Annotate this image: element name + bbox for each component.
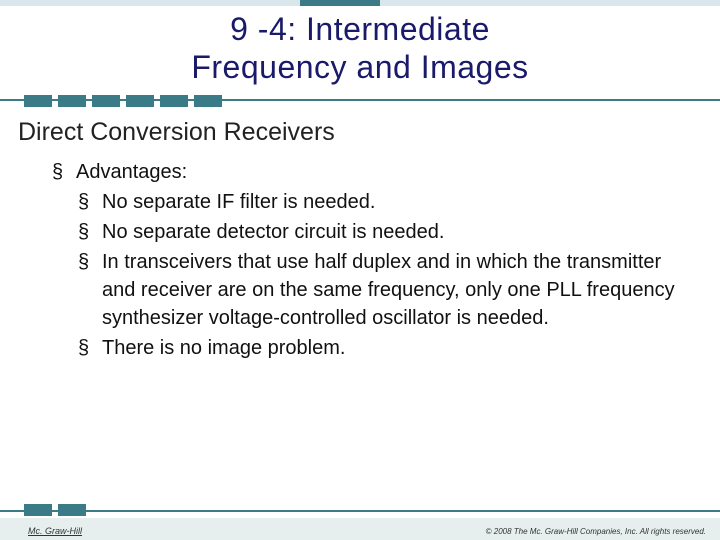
bullet-item: There is no image problem. [78, 334, 690, 362]
bullet-text: No separate detector circuit is needed. [102, 221, 444, 243]
accent-box [58, 95, 86, 107]
accent-box [24, 95, 52, 107]
accent-box [92, 95, 120, 107]
footer-right: © 2008 The Mc. Graw-Hill Companies, Inc.… [486, 527, 706, 536]
bottom-line [0, 510, 720, 512]
accent-box [24, 504, 52, 516]
underline-boxes [24, 95, 222, 107]
bullet-text: No separate IF filter is needed. [102, 191, 375, 213]
bottom-strip [0, 504, 720, 518]
bullet-text: In transceivers that use half duplex and… [102, 251, 675, 329]
slide: 9 -4: Intermediate Frequency and Images … [0, 0, 720, 540]
bullet-item: No separate IF filter is needed. [78, 188, 690, 216]
accent-box [194, 95, 222, 107]
bottom-boxes [24, 504, 86, 516]
slide-title-line2: Frequency and Images [0, 48, 720, 86]
bullet-text: There is no image problem. [102, 337, 345, 359]
bullet-advantages-label: Advantages: [76, 161, 187, 183]
bullet-item: In transceivers that use half duplex and… [78, 248, 690, 332]
footer-left: Mc. Graw-Hill [28, 526, 82, 536]
bullet-advantages: Advantages: [52, 158, 690, 186]
accent-box [58, 504, 86, 516]
accent-box [160, 95, 188, 107]
top-strip-accent [300, 0, 380, 6]
content-body: Advantages: No separate IF filter is nee… [52, 158, 690, 364]
accent-box [126, 95, 154, 107]
bullet-item: No separate detector circuit is needed. [78, 218, 690, 246]
title-underline [0, 95, 720, 109]
section-heading: Direct Conversion Receivers [18, 118, 335, 147]
title-area: 9 -4: Intermediate Frequency and Images [0, 10, 720, 86]
slide-title-line1: 9 -4: Intermediate [0, 10, 720, 48]
